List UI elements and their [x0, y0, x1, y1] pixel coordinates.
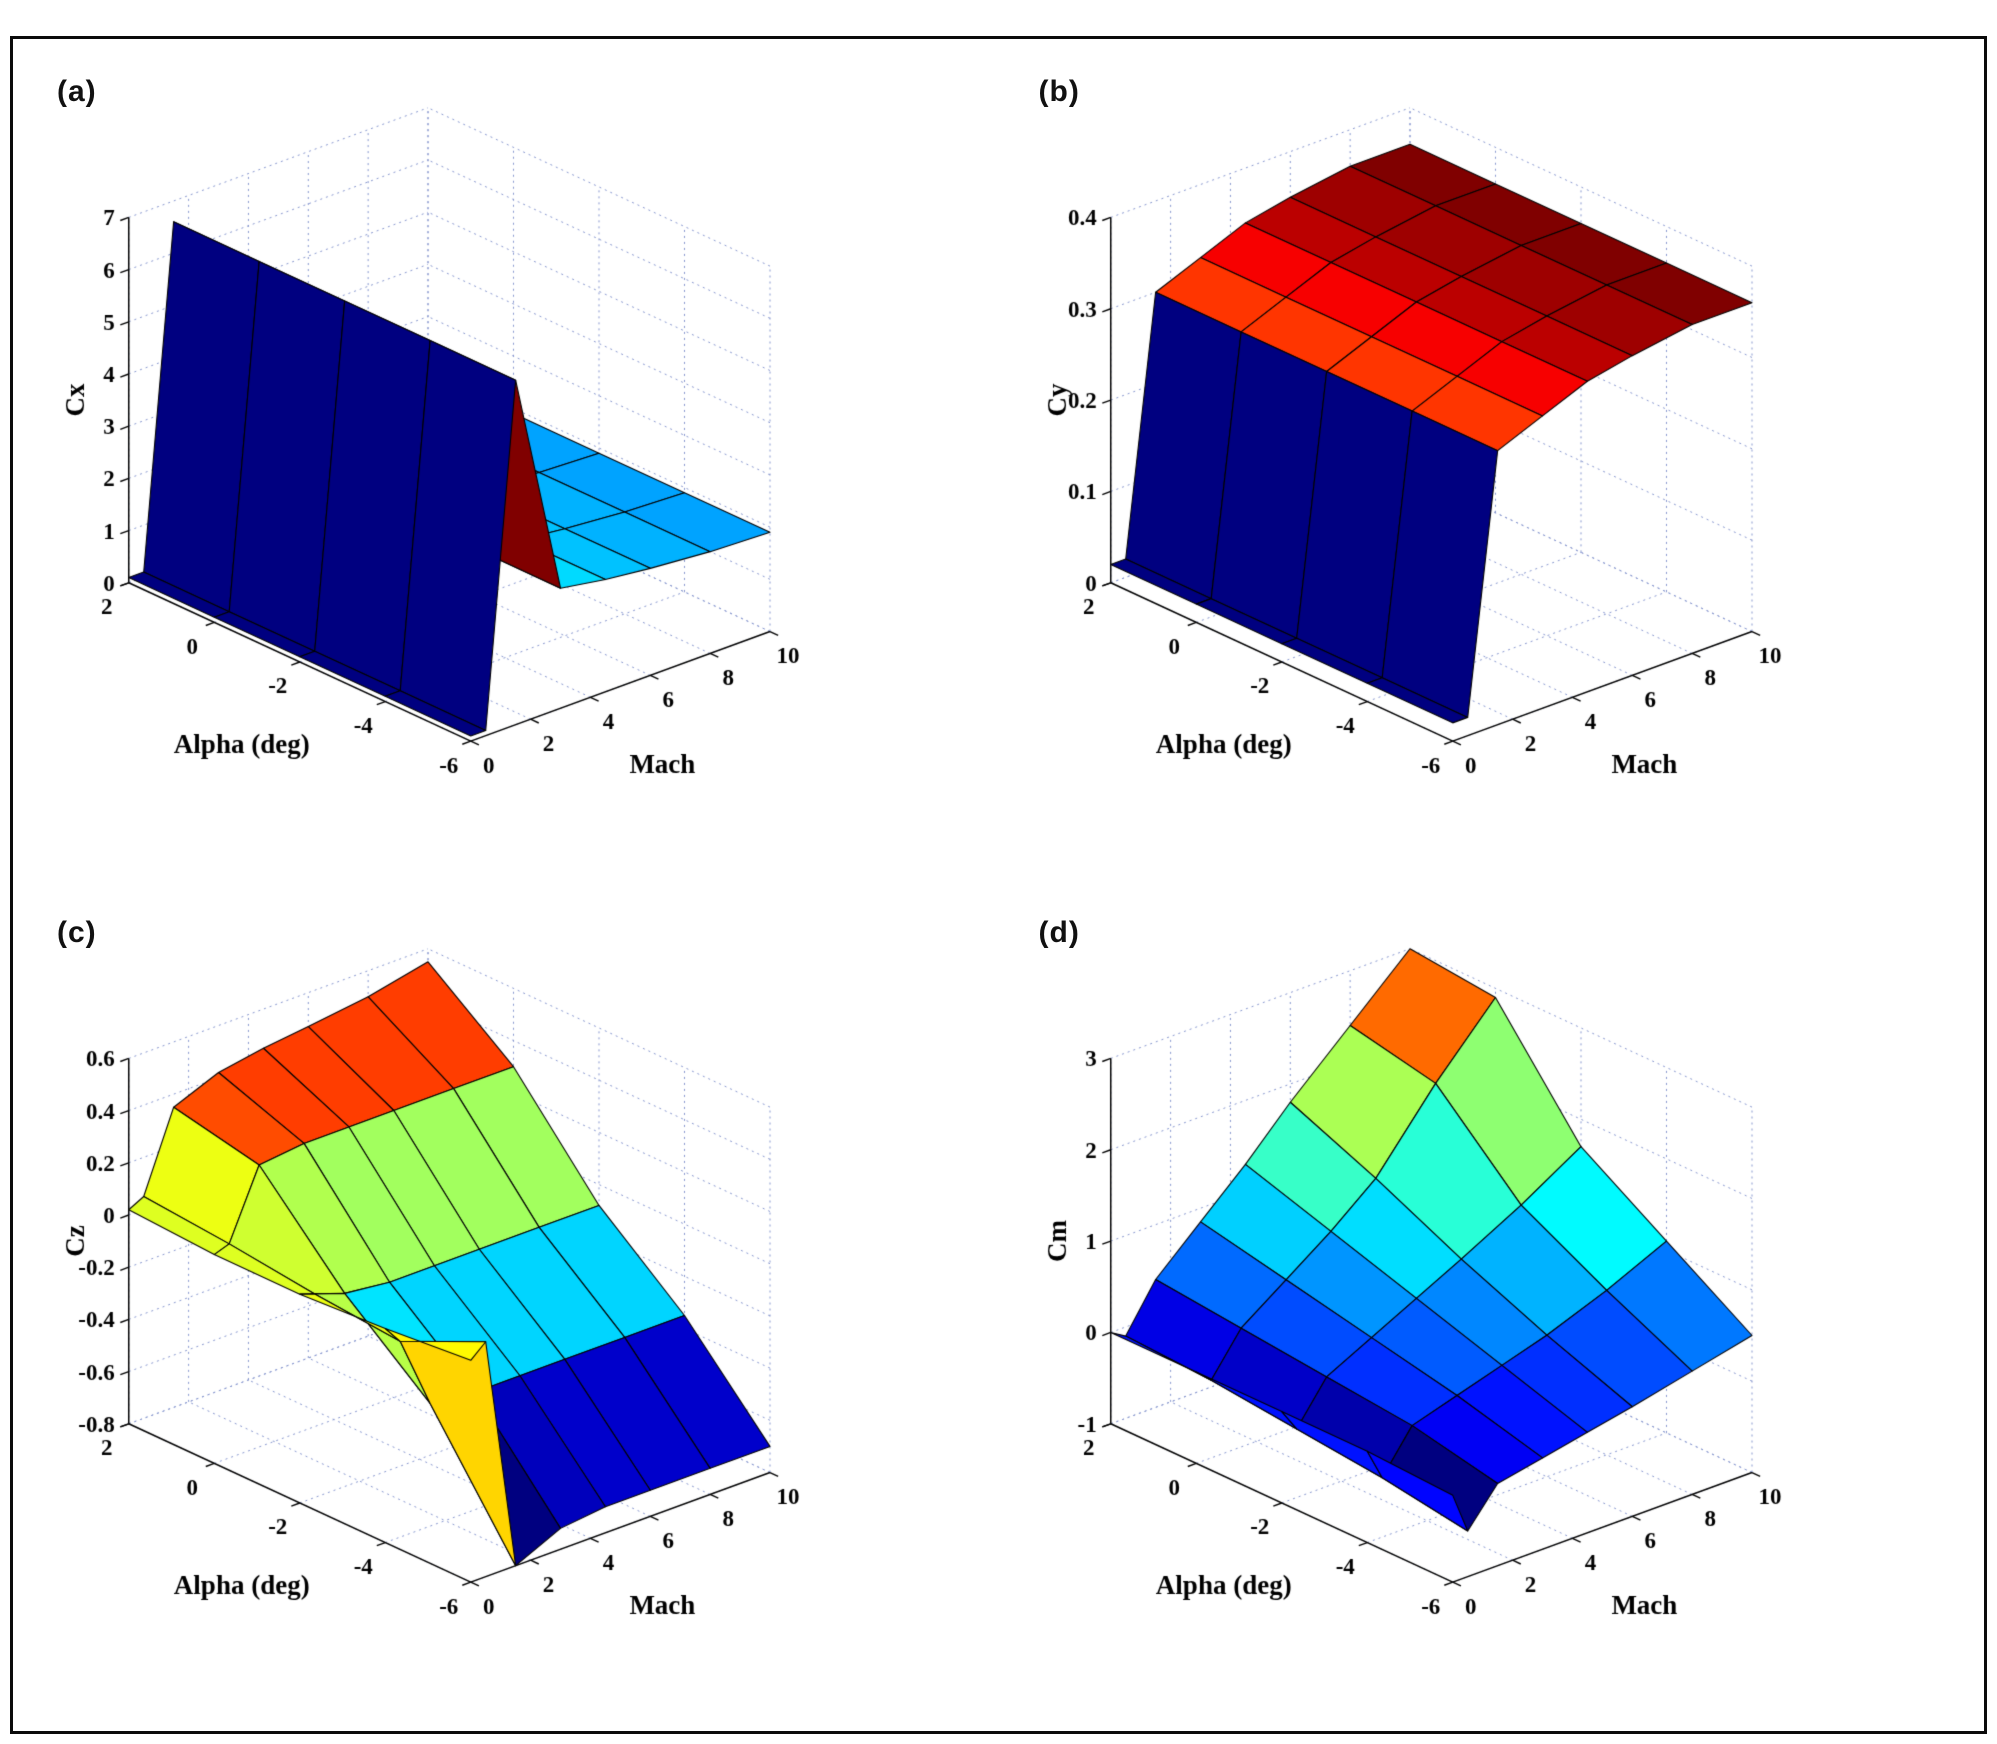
surface-plot-c: (c)	[17, 886, 999, 1727]
panel-label-b: (b)	[1038, 75, 1080, 108]
plots-grid: (a) (b) (c) (d)	[17, 45, 1980, 1727]
surface-plot-b: (b)	[999, 45, 1981, 886]
panel-label-c: (c)	[57, 916, 97, 949]
surface-canvas-a	[29, 55, 979, 867]
surface-canvas-b	[1010, 55, 1961, 867]
figure-frame: (a) (b) (c) (d)	[10, 36, 1987, 1734]
surface-plot-a: (a)	[17, 45, 999, 886]
surface-plot-d: (d)	[999, 886, 1981, 1727]
panel-label-d: (d)	[1038, 916, 1080, 949]
surface-canvas-d	[1010, 896, 1961, 1708]
surface-canvas-c	[29, 896, 979, 1708]
panel-label-a: (a)	[57, 75, 97, 108]
